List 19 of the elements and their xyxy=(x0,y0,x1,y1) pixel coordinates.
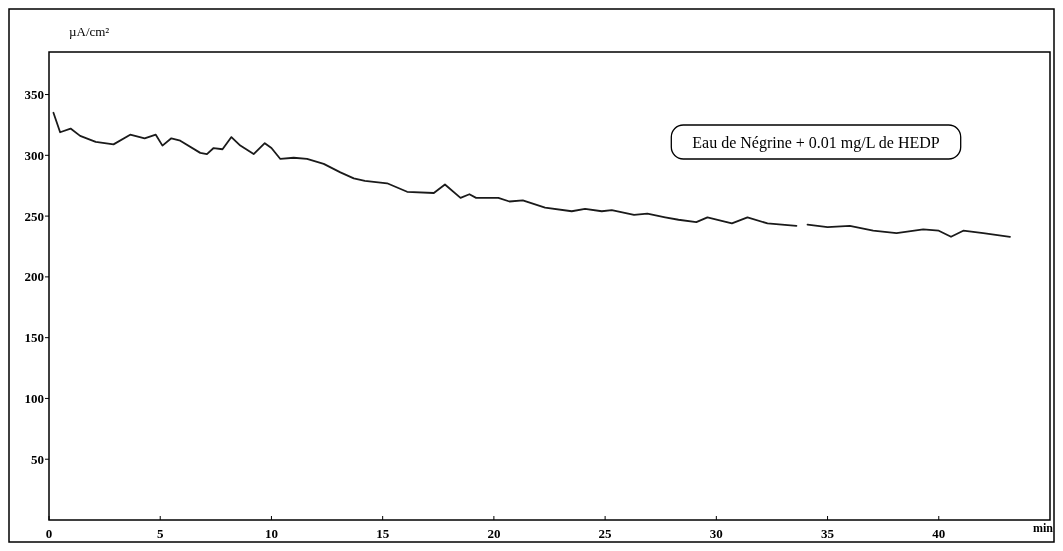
x-axis-title: min xyxy=(1032,521,1054,535)
x-tick-label: 30 xyxy=(709,526,723,541)
annotation: Eau de Négrine + 0.01 mg/L de HEDP xyxy=(692,133,940,152)
y-tick-label: 150 xyxy=(24,330,44,346)
x-tick-label: 25 xyxy=(598,526,613,541)
y-tick-label: 200 xyxy=(24,269,44,285)
x-tick-label: 5 xyxy=(156,526,164,541)
y-axis-title: µA/cm² xyxy=(69,24,110,39)
x-tick-label: 15 xyxy=(376,526,390,541)
y-tick-label: 300 xyxy=(24,147,44,163)
x-tick-label: 20 xyxy=(487,526,501,541)
x-tick-label: 40 xyxy=(932,526,946,541)
x-tick-label: 10 xyxy=(264,526,278,541)
x-tick-label: 0 xyxy=(45,526,53,541)
y-tick-label: 100 xyxy=(24,390,44,406)
y-tick-label: 50 xyxy=(31,451,44,467)
y-tick-label: 250 xyxy=(24,208,44,224)
x-tick-label: 35 xyxy=(821,526,835,541)
y-tick-label: 350 xyxy=(24,87,44,103)
